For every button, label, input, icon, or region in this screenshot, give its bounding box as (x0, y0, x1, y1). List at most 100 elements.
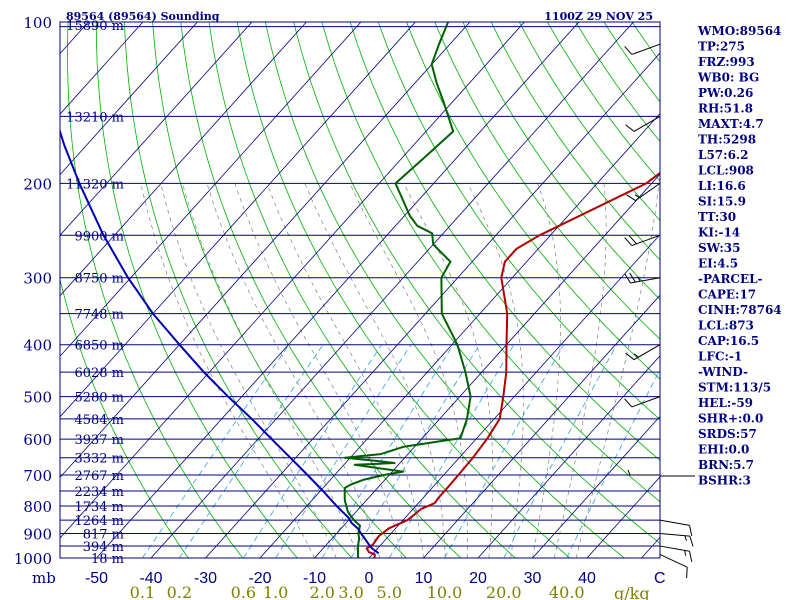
temperature-tick-label: 20 (469, 570, 487, 587)
dry-adiabat (95, 22, 298, 558)
index-entry: CAP:16.5 (698, 334, 759, 348)
temperature-unit-label: C (654, 570, 666, 587)
index-entry: RH:51.8 (698, 102, 753, 116)
index-entry: WB0: BG (697, 71, 759, 85)
wind-barb-staff (635, 182, 661, 201)
temperature-tick-label: 40 (578, 570, 596, 587)
index-entry: LFC:-1 (698, 350, 742, 364)
mixing-ratio-tick-label: 5.0 (377, 583, 402, 600)
height-label: 817 m (83, 527, 124, 542)
index-entry: TT:30 (698, 210, 736, 224)
moist-adiabat (349, 183, 468, 558)
index-entry: STM:113/5 (698, 381, 771, 395)
wind-barb (625, 344, 661, 361)
isotherm (60, 22, 525, 539)
wind-barb-flag (624, 46, 633, 55)
index-entry: KI:-14 (698, 226, 740, 240)
isotherm (95, 22, 580, 558)
height-label: 4584 m (74, 413, 124, 428)
height-label: 15890 m (66, 19, 124, 34)
wind-barb (626, 182, 661, 201)
height-label: 13210 m (66, 110, 124, 125)
wind-barbs (624, 43, 695, 578)
height-label: 3332 m (74, 452, 124, 467)
index-entry: TP:275 (698, 40, 745, 54)
chart-time: 1100Z 29 NOV 25 (544, 10, 653, 23)
isotherm (60, 22, 144, 115)
dry-adiabat (434, 22, 660, 340)
index-entry: EHI:0.0 (698, 443, 749, 457)
wind-barb (624, 43, 661, 55)
background-grid (60, 22, 660, 558)
index-entry: TH:5298 (698, 133, 756, 147)
pressure-tick-label: 500 (23, 389, 52, 407)
pressure-tick-label: 1000 (14, 550, 52, 568)
wind-barb (624, 396, 661, 408)
temperature-tick-label: -20 (248, 570, 271, 587)
wind-barb-flag (625, 124, 635, 132)
wind-barb-flag (624, 237, 633, 246)
height-label: 9900 m (74, 229, 124, 244)
index-entry: -PARCEL- (698, 272, 763, 286)
dry-adiabat (208, 22, 516, 558)
wind-barb-staff (659, 554, 688, 568)
wind-barb-flag (628, 235, 637, 245)
index-entry: EI:4.5 (698, 257, 738, 271)
height-label: 7748 m (74, 308, 124, 323)
index-entry: CINH:78764 (698, 303, 782, 317)
isotherm (60, 22, 416, 418)
pressure-tick-label: 100 (23, 14, 52, 32)
index-entry: BSHR:3 (698, 474, 751, 488)
wind-barb-flag (625, 352, 635, 361)
wind-barb (659, 519, 693, 537)
pressure-tick-label: 400 (23, 337, 52, 355)
wind-barb-half-flag (634, 194, 640, 199)
wind-barb (627, 469, 660, 476)
wind-barb-half-flag (633, 353, 639, 358)
height-label: 2234 m (74, 485, 124, 500)
index-entry: SHR+:0.0 (698, 412, 763, 426)
wind-barb (659, 545, 693, 562)
wind-barb-staff (633, 115, 661, 132)
pressure-tick-label: 600 (23, 431, 52, 449)
temperature-tick-label: -10 (303, 570, 326, 587)
mixing-ratio-tick-label: 3.0 (338, 583, 363, 600)
pressure-tick-label: 300 (23, 270, 52, 288)
dew-point-line (343, 22, 472, 558)
index-entry: LCL:908 (698, 164, 754, 178)
moist-adiabat (160, 183, 337, 558)
dry-adiabat (236, 22, 571, 558)
wind-barb-staff (631, 43, 661, 55)
isotherm (60, 22, 198, 176)
isotherm (60, 22, 307, 297)
wind-barb-flag (624, 398, 633, 408)
dry-adiabat (124, 22, 353, 558)
wind-barb (625, 115, 661, 132)
pressure-tick-label: 800 (23, 498, 52, 516)
wind-barb (659, 532, 694, 547)
dry-adiabat (293, 22, 660, 544)
index-entry: BRN:5.7 (698, 458, 754, 472)
temperature-line (365, 171, 660, 558)
mixing-ratio-tick-label: 2.0 (310, 583, 335, 600)
index-entry: SI:15.9 (698, 195, 746, 209)
isotherm (60, 22, 471, 479)
mixing-ratio-tick-label: 1.0 (263, 583, 288, 600)
isotherm (259, 112, 660, 558)
dry-adiabat (60, 278, 189, 558)
sounding-profiles (60, 22, 660, 558)
pressure-tick-label: 200 (23, 175, 52, 193)
isotherm (477, 355, 660, 558)
wind-barb-half-flag (637, 276, 641, 282)
temperature-tick-label: -30 (194, 570, 217, 587)
parcel-line (60, 128, 380, 555)
isotherm (60, 22, 253, 236)
index-entry: HEL:-59 (698, 396, 753, 410)
isotherm (60, 22, 362, 357)
dry-adiabat (180, 22, 462, 558)
isotherm (531, 415, 660, 558)
index-entry: PW:0.26 (698, 86, 753, 100)
index-entry: SW:35 (698, 241, 740, 255)
wind-barb-half-flag (684, 550, 687, 556)
